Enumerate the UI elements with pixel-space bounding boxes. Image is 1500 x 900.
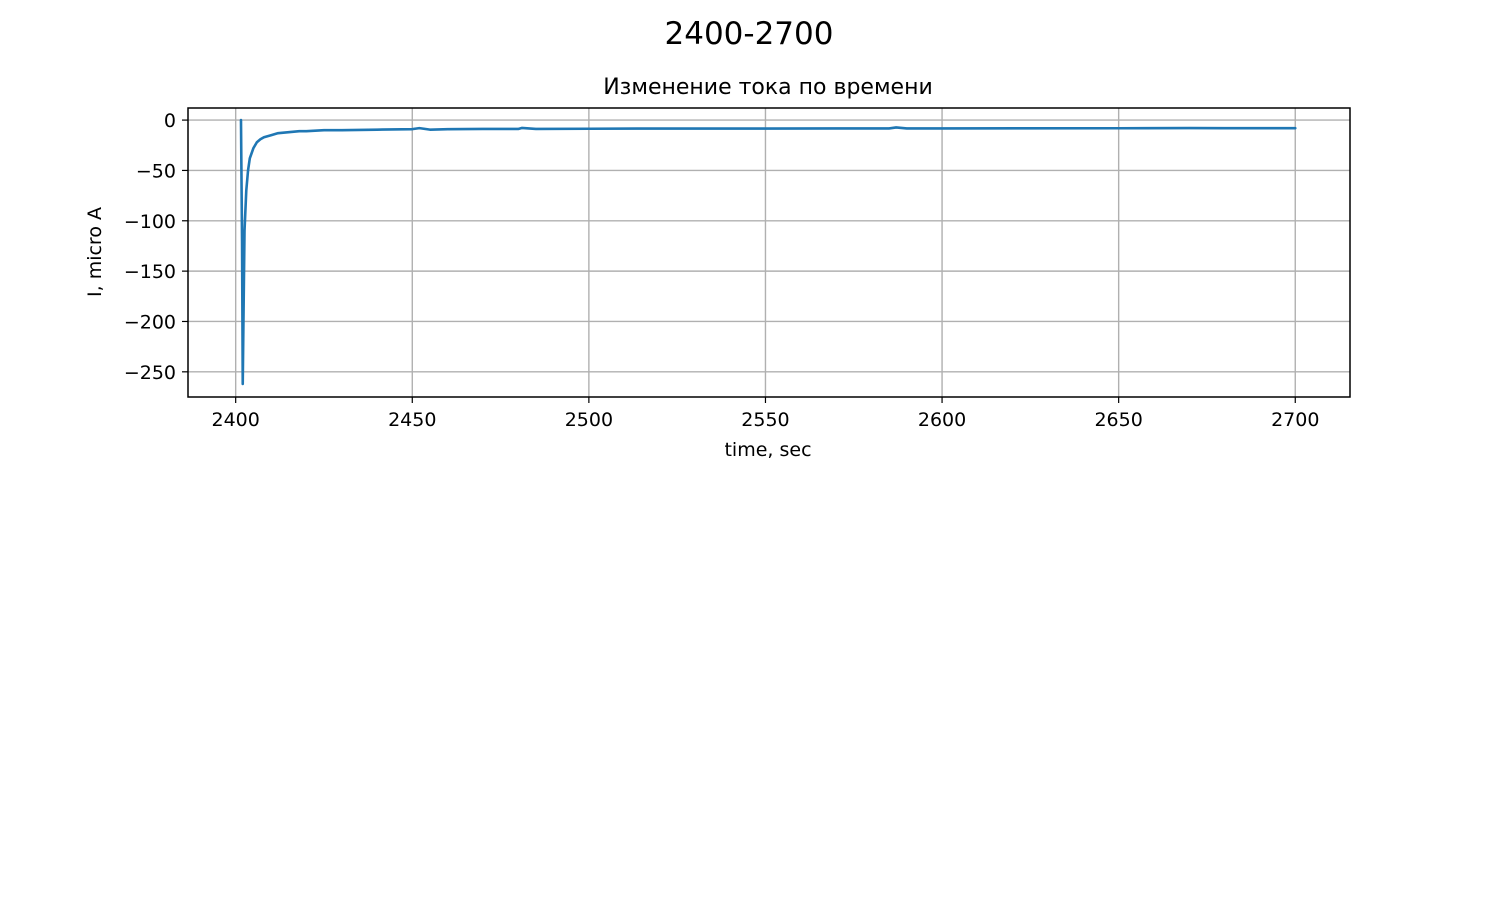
y-tick-label: −100	[124, 211, 176, 233]
plot-frame	[187, 107, 1351, 398]
x-tick-label: 2650	[1094, 409, 1142, 431]
y-tick-label: −200	[124, 311, 176, 333]
y-tick-label: −150	[124, 261, 176, 283]
axis-ticks: 2400 2450 2500 2550 2600 2650 2700 0 −50 −100 −150…	[124, 110, 1320, 431]
x-axis-label: time, sec	[724, 439, 811, 461]
y-axis-label: I, micro A	[84, 207, 106, 297]
x-tick-label: 2450	[388, 409, 436, 431]
x-tick-label: 2550	[741, 409, 789, 431]
grid	[188, 108, 1350, 397]
chart-title: Изменение тока по времени	[603, 75, 933, 100]
y-tick-label: −50	[136, 160, 176, 182]
x-tick-label: 2600	[918, 409, 966, 431]
y-tick-label: −250	[124, 362, 176, 384]
x-tick-label: 2700	[1271, 409, 1319, 431]
series-line-0	[239, 118, 1297, 386]
x-tick-label: 2500	[565, 409, 613, 431]
figure-suptitle: 2400-2700	[665, 16, 834, 52]
y-tick-label: 0	[164, 110, 176, 132]
x-tick-label: 2400	[212, 409, 260, 431]
series-layer	[239, 118, 1297, 386]
